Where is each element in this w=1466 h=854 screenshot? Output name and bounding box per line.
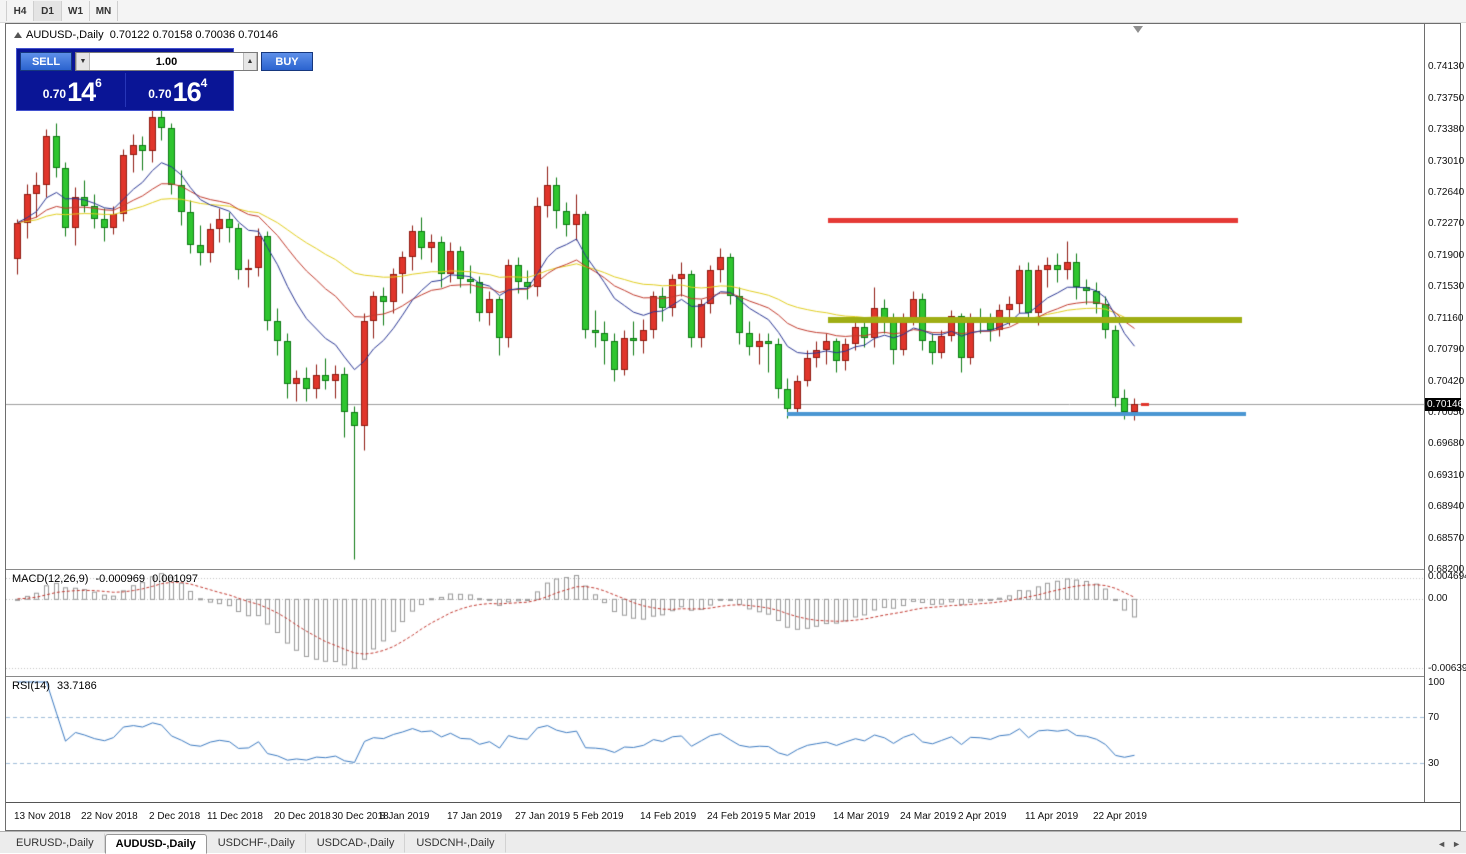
tab-eurusd-daily[interactable]: EURUSD-,Daily xyxy=(5,833,105,853)
date-axis-label: 22 Apr 2019 xyxy=(1093,811,1147,822)
chart-window: AUDUSD-,Daily 0.70122 0.70158 0.70036 0.… xyxy=(5,23,1466,831)
volume-input[interactable] xyxy=(90,53,243,70)
rsi-canvas[interactable] xyxy=(6,677,1424,802)
tab-scroll-right-icon[interactable]: ► xyxy=(1452,839,1461,849)
volume-stepper: ▼ ▲ xyxy=(75,52,258,71)
timeframe-mn[interactable]: MN xyxy=(90,1,118,21)
chart-symbol-label: AUDUSD-,Daily xyxy=(26,29,104,41)
date-axis-label: 22 Nov 2018 xyxy=(81,811,138,822)
price-axis-label: 0.71160 xyxy=(1428,313,1464,324)
price-pane: AUDUSD-,Daily 0.70122 0.70158 0.70036 0.… xyxy=(6,24,1424,569)
price-axis-label: 0.72640 xyxy=(1428,187,1465,198)
price-axis-label: 0.73750 xyxy=(1428,93,1465,104)
price-axis-label: 0.68570 xyxy=(1428,533,1465,544)
price-axis-label: 0.70050 xyxy=(1428,407,1465,418)
tab-audusd-daily[interactable]: AUDUSD-,Daily xyxy=(104,834,207,854)
price-axis-label: 0.70790 xyxy=(1428,344,1465,355)
macd-pane: MACD(12,26,9) -0.000969 0.001097 xyxy=(6,569,1424,676)
timeframe-h4[interactable]: H4 xyxy=(6,1,34,21)
chart-shift-marker[interactable] xyxy=(1133,26,1143,33)
rsi-pane: RSI(14) 33.7186 xyxy=(6,676,1424,802)
oct-collapse-icon[interactable] xyxy=(14,32,22,39)
date-axis-label: 14 Feb 2019 xyxy=(640,811,697,822)
tab-scroll-left-icon[interactable]: ◄ xyxy=(1437,839,1447,849)
date-axis-label: 30 Dec 2018 xyxy=(332,811,389,822)
price-axis-label: 0.74130 xyxy=(1428,61,1465,72)
date-axis-label: 2 Dec 2018 xyxy=(149,811,201,822)
date-axis-label: 24 Feb 2019 xyxy=(707,811,764,822)
price-axis-label: 0.68940 xyxy=(1428,501,1465,512)
volume-down-icon[interactable]: ▼ xyxy=(76,53,90,70)
date-axis-label: 20 Dec 2018 xyxy=(274,811,331,822)
buy-price-prefix: 0.70 xyxy=(148,87,172,101)
date-axis-label: 5 Mar 2019 xyxy=(765,811,816,822)
date-axis-label: 14 Mar 2019 xyxy=(833,811,890,822)
macd-axis-label: -0.00639 xyxy=(1428,663,1466,674)
price-chart-canvas[interactable] xyxy=(6,24,1424,569)
price-axis-label: 0.71900 xyxy=(1428,250,1465,261)
chart-header: AUDUSD-,Daily 0.70122 0.70158 0.70036 0.… xyxy=(14,29,278,41)
macd-canvas[interactable] xyxy=(6,570,1424,676)
current-price-tag: 0.70146 xyxy=(1425,398,1464,411)
sell-price-prefix: 0.70 xyxy=(42,87,67,101)
buy-price-big: 16 xyxy=(172,77,202,107)
date-axis-label: 17 Jan 2019 xyxy=(447,811,503,822)
price-axis-label: 0.70420 xyxy=(1428,376,1465,387)
rsi-axis-label: 100 xyxy=(1428,677,1445,688)
macd-axis-label: 0.004694 xyxy=(1428,571,1466,582)
tab-usdchf-daily[interactable]: USDCHF-,Daily xyxy=(207,833,306,853)
date-axis-label: 11 Apr 2019 xyxy=(1025,811,1079,822)
date-axis-label: 2 Apr 2019 xyxy=(958,811,1007,822)
date-axis-label: 11 Dec 2018 xyxy=(207,811,263,822)
tab-usdcnh-daily[interactable]: USDCNH-,Daily xyxy=(405,833,506,853)
macd-main-value: -0.000969 xyxy=(92,573,146,585)
buy-price-display[interactable]: 0.70 16 4 xyxy=(126,73,231,107)
macd-label: MACD(12,26,9) -0.000969 0.001097 xyxy=(12,573,202,585)
buy-button[interactable]: BUY xyxy=(261,52,313,71)
date-axis-label: 5 Feb 2019 xyxy=(573,811,624,822)
price-axis-label: 0.68200 xyxy=(1428,564,1465,575)
price-axis-label: 0.73380 xyxy=(1428,124,1465,135)
rsi-label: RSI(14) 33.7186 xyxy=(12,680,101,692)
chart-ohlc-values: 0.70122 0.70158 0.70036 0.70146 xyxy=(109,29,278,41)
timeframe-d1[interactable]: D1 xyxy=(34,1,62,21)
timeframe-w1[interactable]: W1 xyxy=(62,1,90,21)
sell-button[interactable]: SELL xyxy=(20,52,72,71)
rsi-name: RSI(14) xyxy=(12,680,50,692)
date-axis-label: 13 Nov 2018 xyxy=(14,811,71,822)
volume-up-icon[interactable]: ▲ xyxy=(243,53,257,70)
price-axis-label: 0.72270 xyxy=(1428,218,1465,229)
chart-tab-bar: EURUSD-,Daily AUDUSD-,Daily USDCHF-,Daily U… xyxy=(0,831,1466,854)
date-axis-label: 8 Jan 2019 xyxy=(380,811,430,822)
timeframe-toolbar: H4 D1 W1 MN xyxy=(0,0,1466,23)
rsi-axis-label: 30 xyxy=(1428,758,1440,769)
price-axis-label: 0.73010 xyxy=(1428,156,1465,167)
rsi-value: 33.7186 xyxy=(53,680,97,692)
price-axis-label: 0.71530 xyxy=(1428,281,1465,292)
macd-signal-value: 0.001097 xyxy=(149,573,198,585)
buy-price-pip: 4 xyxy=(200,76,208,90)
sell-price-display[interactable]: 0.70 14 6 xyxy=(20,73,126,107)
date-axis-label: 27 Jan 2019 xyxy=(515,811,571,822)
price-axis[interactable]: 0.70146 0.74130 0.73750 0.73380 0.73010 0.72… xyxy=(1424,24,1466,802)
price-axis-label: 0.69680 xyxy=(1428,438,1465,449)
macd-name: MACD(12,26,9) xyxy=(12,573,89,585)
date-axis[interactable]: 13 Nov 2018 22 Nov 2018 2 Dec 2018 11 Dec 2… xyxy=(6,802,1460,830)
sell-price-big: 14 xyxy=(67,77,96,107)
price-axis-label: 0.69310 xyxy=(1428,470,1465,481)
tab-usdcad-daily[interactable]: USDCAD-,Daily xyxy=(306,833,406,853)
date-axis-label: 24 Mar 2019 xyxy=(900,811,957,822)
macd-axis-label: 0.00 xyxy=(1428,593,1448,604)
rsi-axis-label: 70 xyxy=(1428,712,1440,723)
sell-price-pip: 6 xyxy=(95,76,102,90)
